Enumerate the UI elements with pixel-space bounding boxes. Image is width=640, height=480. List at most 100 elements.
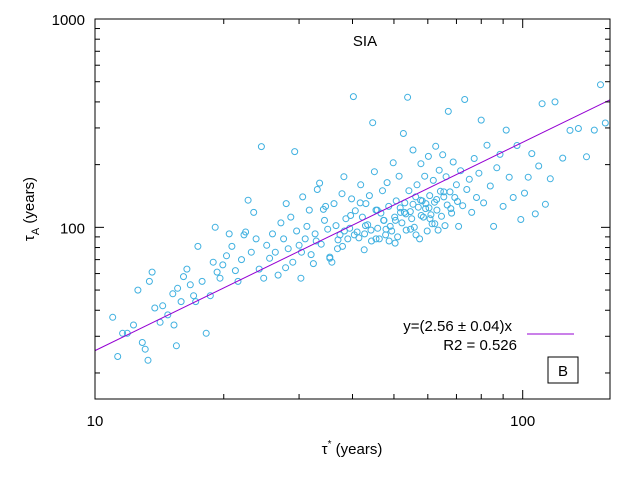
data-point bbox=[225, 230, 233, 238]
data-point bbox=[271, 248, 279, 256]
data-point bbox=[219, 261, 227, 269]
data-point bbox=[109, 313, 117, 321]
data-point bbox=[583, 153, 590, 161]
data-point bbox=[370, 168, 378, 176]
data-point bbox=[317, 240, 325, 248]
data-point bbox=[357, 181, 365, 189]
data-point bbox=[332, 222, 340, 230]
data-point bbox=[250, 208, 258, 216]
data-point bbox=[330, 200, 338, 208]
data-point bbox=[309, 260, 317, 268]
data-point bbox=[280, 235, 288, 243]
data-point bbox=[141, 345, 149, 353]
data-point bbox=[459, 202, 467, 210]
data-point bbox=[461, 96, 469, 103]
data-point bbox=[475, 169, 483, 177]
data-point bbox=[513, 142, 521, 149]
data-point bbox=[416, 235, 424, 243]
data-point bbox=[134, 286, 142, 294]
data-point bbox=[574, 125, 582, 132]
data-point bbox=[338, 190, 346, 198]
data-point bbox=[295, 241, 303, 249]
data-point bbox=[159, 302, 167, 310]
data-point bbox=[194, 242, 202, 250]
data-point bbox=[425, 204, 433, 212]
data-point bbox=[202, 329, 210, 337]
data-point bbox=[379, 187, 386, 195]
x-axis-label: τ* (years) bbox=[322, 439, 383, 458]
panel-label-box bbox=[547, 356, 579, 384]
data-point bbox=[231, 267, 239, 275]
data-point bbox=[468, 208, 476, 216]
data-point bbox=[263, 241, 271, 249]
data-point bbox=[347, 212, 355, 219]
data-point bbox=[138, 339, 146, 346]
data-point bbox=[385, 237, 393, 245]
data-point bbox=[307, 251, 315, 259]
data-point bbox=[424, 152, 432, 160]
data-point bbox=[260, 274, 268, 282]
data-point bbox=[344, 235, 352, 243]
y-axis-label-symbol: τ bbox=[21, 235, 38, 241]
data-point bbox=[486, 182, 494, 190]
y-axis-label-units: (years) bbox=[21, 177, 38, 228]
y-axis-label: τA (years) bbox=[21, 177, 42, 241]
data-point bbox=[192, 298, 200, 306]
data-point bbox=[293, 227, 301, 235]
data-point bbox=[400, 208, 408, 216]
data-point bbox=[538, 100, 546, 108]
data-point bbox=[130, 321, 137, 329]
data-point bbox=[590, 126, 598, 134]
data-point bbox=[228, 242, 236, 250]
data-point bbox=[223, 252, 230, 260]
data-point bbox=[408, 215, 416, 223]
data-point bbox=[216, 274, 224, 282]
data-point bbox=[435, 166, 443, 174]
legend-r2: R2 = 0.526 bbox=[443, 337, 517, 354]
data-point bbox=[180, 273, 187, 281]
data-point bbox=[455, 222, 463, 230]
data-point bbox=[444, 107, 452, 115]
data-point bbox=[493, 164, 501, 172]
y-tick-label: 100 bbox=[60, 220, 85, 237]
fit-line bbox=[94, 99, 611, 352]
data-point bbox=[238, 256, 245, 264]
data-point bbox=[423, 227, 431, 235]
data-point bbox=[186, 281, 194, 289]
data-point bbox=[282, 264, 290, 272]
data-point bbox=[382, 225, 390, 233]
data-point bbox=[490, 222, 498, 230]
x-axis-ticks bbox=[94, 19, 524, 399]
data-point bbox=[421, 172, 429, 180]
data-point bbox=[282, 200, 290, 208]
data-point bbox=[342, 215, 350, 223]
legend-fit-equation: y=(2.56 ± 0.04)x bbox=[403, 318, 512, 335]
data-point bbox=[234, 277, 242, 285]
data-point bbox=[422, 205, 430, 213]
data-point bbox=[517, 216, 525, 223]
y-axis-ticks bbox=[95, 18, 610, 374]
data-point bbox=[597, 81, 604, 89]
data-point bbox=[362, 200, 370, 208]
data-point bbox=[440, 193, 448, 201]
data-point bbox=[365, 192, 373, 200]
data-point bbox=[266, 254, 274, 262]
data-point bbox=[172, 342, 180, 350]
data-point bbox=[242, 228, 250, 236]
data-point bbox=[372, 235, 380, 243]
data-point bbox=[247, 248, 255, 256]
data-point bbox=[473, 194, 480, 201]
data-point bbox=[380, 216, 388, 224]
data-point bbox=[209, 258, 217, 266]
data-point bbox=[509, 194, 517, 201]
data-point bbox=[257, 143, 265, 151]
data-point bbox=[169, 290, 177, 298]
chart-title: SIA bbox=[353, 33, 377, 50]
data-point bbox=[284, 245, 292, 253]
y-tick-label: 1000 bbox=[52, 12, 85, 29]
data-point bbox=[374, 224, 382, 232]
data-point bbox=[449, 158, 457, 166]
data-point bbox=[417, 212, 425, 219]
data-point bbox=[311, 230, 319, 238]
